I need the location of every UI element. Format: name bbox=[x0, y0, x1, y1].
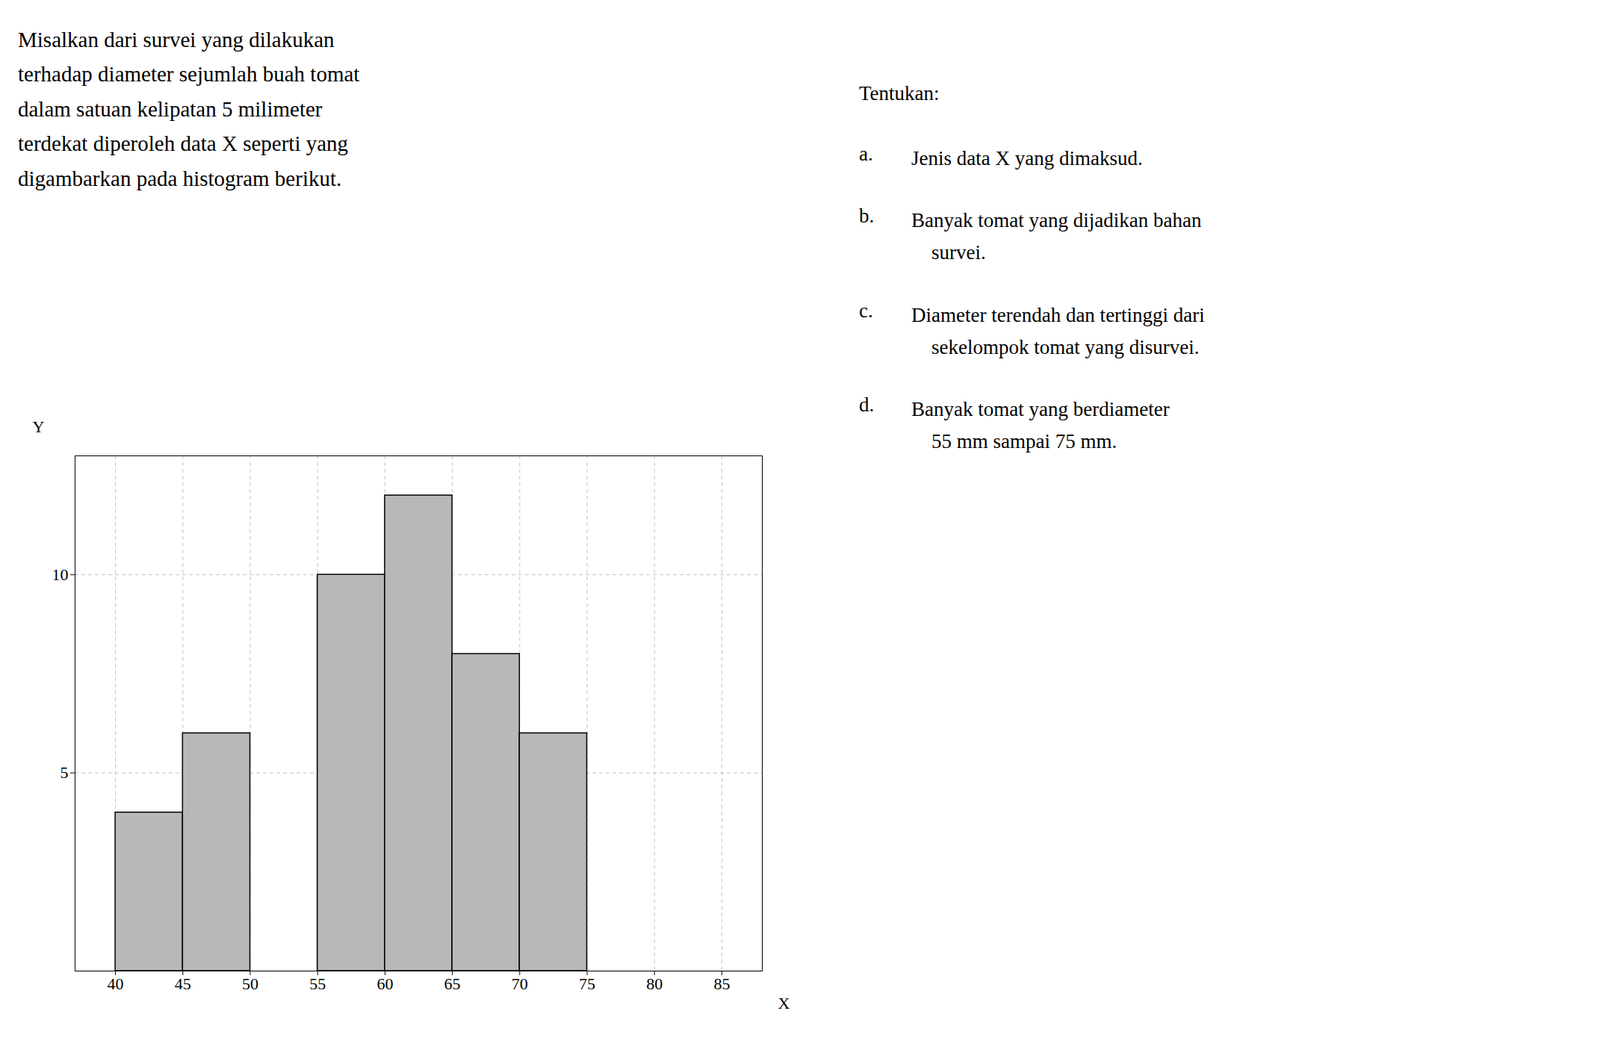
html-text:Tentukan:: Tentukan: bbox=[859, 82, 940, 105]
svg-text:65: 65 bbox=[444, 974, 461, 994]
html-text:a.: a. bbox=[859, 142, 873, 166]
svg-text:70: 70 bbox=[511, 974, 529, 994]
html-text:Diameter terendah dan tertingg: Diameter terendah dan tertinggi dari sek… bbox=[911, 303, 1205, 359]
html-text:digambarkan pada histogram ber: digambarkan pada histogram berikut. bbox=[17, 166, 342, 191]
svg-text:50: 50 bbox=[242, 974, 259, 994]
html-text:d.: d. bbox=[859, 393, 875, 416]
svg-text:10: 10 bbox=[52, 565, 69, 585]
svg-text:75: 75 bbox=[578, 974, 596, 994]
svg-text:5: 5 bbox=[60, 763, 69, 783]
svg-text:80: 80 bbox=[646, 974, 663, 994]
html-text:terhadap diameter sejumlah bua: terhadap diameter sejumlah buah tomat bbox=[17, 62, 360, 87]
svg-text:X: X bbox=[778, 994, 791, 1013]
html-text:c.: c. bbox=[859, 299, 873, 322]
svg-text:Y: Y bbox=[32, 418, 45, 437]
html-text:Jenis data X yang dimaksud.: Jenis data X yang dimaksud. bbox=[911, 147, 1143, 170]
svg-text:40: 40 bbox=[107, 974, 124, 994]
html-text:terdekat diperoleh data X sepe: terdekat diperoleh data X seperti yang bbox=[17, 131, 349, 156]
svg-text:45: 45 bbox=[174, 974, 192, 994]
html-text:Banyak tomat yang dijadikan ba: Banyak tomat yang dijadikan bahan survei… bbox=[911, 209, 1202, 264]
html-text:Banyak tomat yang berdiameter: Banyak tomat yang berdiameter 55 mm samp… bbox=[911, 398, 1170, 453]
html-text:Misalkan dari survei yang dila: Misalkan dari survei yang dilakukan bbox=[17, 27, 335, 52]
svg-text:85: 85 bbox=[713, 974, 730, 994]
svg-text:55: 55 bbox=[309, 974, 326, 994]
html-text:b.: b. bbox=[859, 204, 875, 228]
html-text:dalam satuan kelipatan 5 milim: dalam satuan kelipatan 5 milimeter bbox=[17, 96, 323, 121]
svg-text:60: 60 bbox=[376, 974, 393, 994]
